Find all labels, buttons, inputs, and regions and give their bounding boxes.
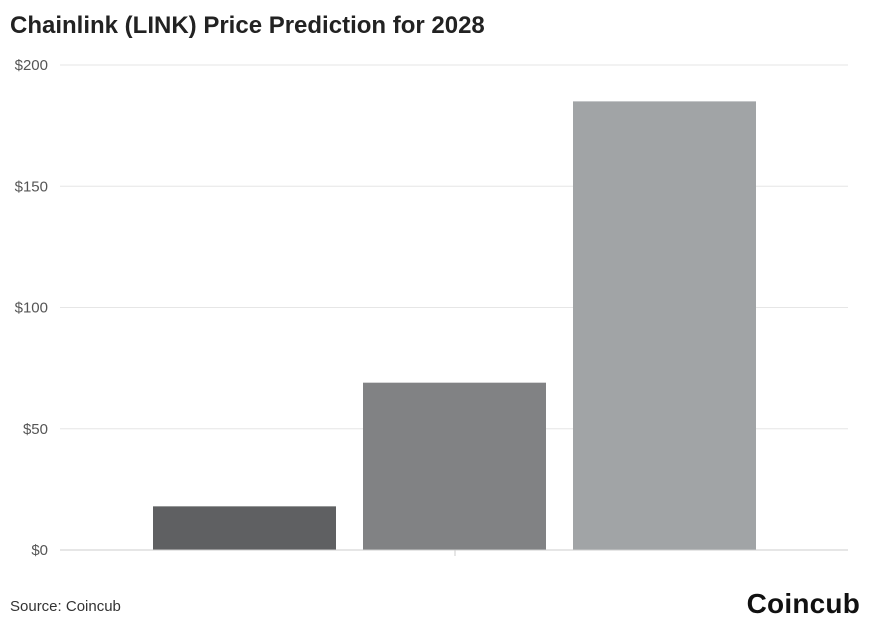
brand-logo: Coincub xyxy=(746,588,860,619)
bar xyxy=(363,382,546,550)
bar xyxy=(573,101,756,550)
y-axis-ticks: $0 $50 $100 $150 $200 xyxy=(15,57,48,559)
chart-title: Chainlink (LINK) Price Prediction for 20… xyxy=(10,12,485,39)
y-tick-label: $150 xyxy=(15,178,48,195)
y-tick-label: $0 xyxy=(31,542,48,559)
source-note: Source: Coincub xyxy=(10,598,121,615)
y-tick-label: $200 xyxy=(15,57,48,74)
y-tick-label: $50 xyxy=(23,421,48,438)
y-tick-label: $100 xyxy=(15,300,48,317)
bar xyxy=(153,506,336,550)
bars xyxy=(153,101,756,550)
